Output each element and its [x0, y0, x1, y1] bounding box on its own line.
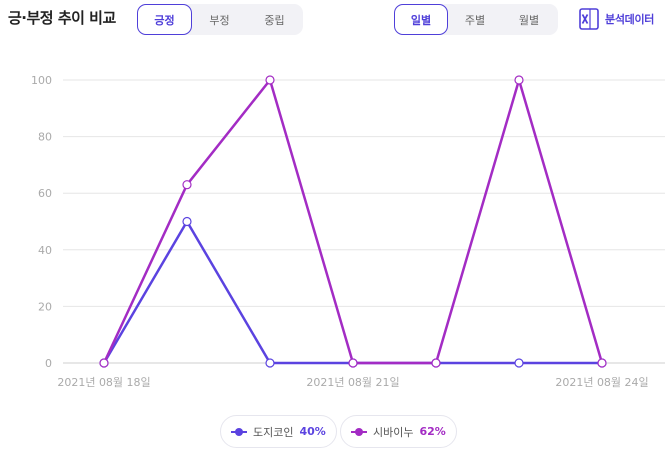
legend-item-shibainu[interactable]: 시바이누 62%: [340, 415, 457, 448]
data-point: [182, 180, 192, 190]
data-point: [348, 358, 358, 368]
x-tick-label: 2021년 08월 21일: [306, 375, 399, 389]
legend-marker-icon: [231, 427, 247, 436]
legend-percent: 40%: [299, 425, 326, 438]
series-line-0: [102, 220, 602, 365]
y-tick-label: 100: [31, 74, 52, 87]
export-label: 분석데이터: [605, 13, 655, 26]
legend-item-dogecoin[interactable]: 도지코인 40%: [220, 415, 337, 448]
sentiment-toggle: 긍정 부정 중립: [137, 4, 303, 35]
tab-negative[interactable]: 부정: [209, 13, 230, 27]
data-point: [514, 358, 524, 368]
legend-name: 시바이누: [373, 425, 414, 439]
page-title: 긍·부정 추이 비교: [8, 9, 116, 27]
legend-name: 도지코인: [253, 425, 294, 439]
x-axis: 2021년 08월 18일 2021년 08월 21일 2021년 08월 24일: [57, 375, 648, 389]
legend-marker-icon: [351, 427, 367, 436]
data-point: [182, 216, 192, 227]
period-toggle: 일별 주별 월별: [394, 4, 558, 35]
data-point: [597, 358, 607, 368]
x-tick-label: 2021년 08월 18일: [57, 375, 150, 389]
data-point: [431, 358, 441, 368]
grid-lines: [63, 79, 665, 364]
y-tick-label: 80: [38, 131, 52, 144]
y-axis: 0 20 40 60 80 100: [31, 74, 52, 370]
tab-neutral[interactable]: 중립: [264, 13, 285, 27]
y-tick-label: 60: [38, 187, 52, 200]
tab-monthly[interactable]: 월별: [518, 13, 540, 27]
tab-weekly[interactable]: 주별: [464, 13, 486, 27]
data-point: [99, 358, 109, 368]
x-tick-label: 2021년 08월 24일: [555, 375, 648, 389]
series-layer: [99, 75, 607, 368]
data-point: [514, 75, 524, 85]
export-data-button[interactable]: 분석데이터: [579, 8, 654, 30]
data-point: [265, 75, 275, 85]
data-point: [265, 358, 275, 368]
y-tick-label: 20: [38, 300, 52, 313]
y-tick-label: 40: [38, 244, 52, 257]
tab-daily[interactable]: 일별: [394, 4, 448, 35]
excel-icon: [579, 8, 599, 30]
y-tick-label: 0: [45, 357, 52, 370]
legend-percent: 62%: [419, 425, 446, 438]
tab-positive[interactable]: 긍정: [137, 4, 192, 35]
series-line-1: [102, 78, 604, 365]
